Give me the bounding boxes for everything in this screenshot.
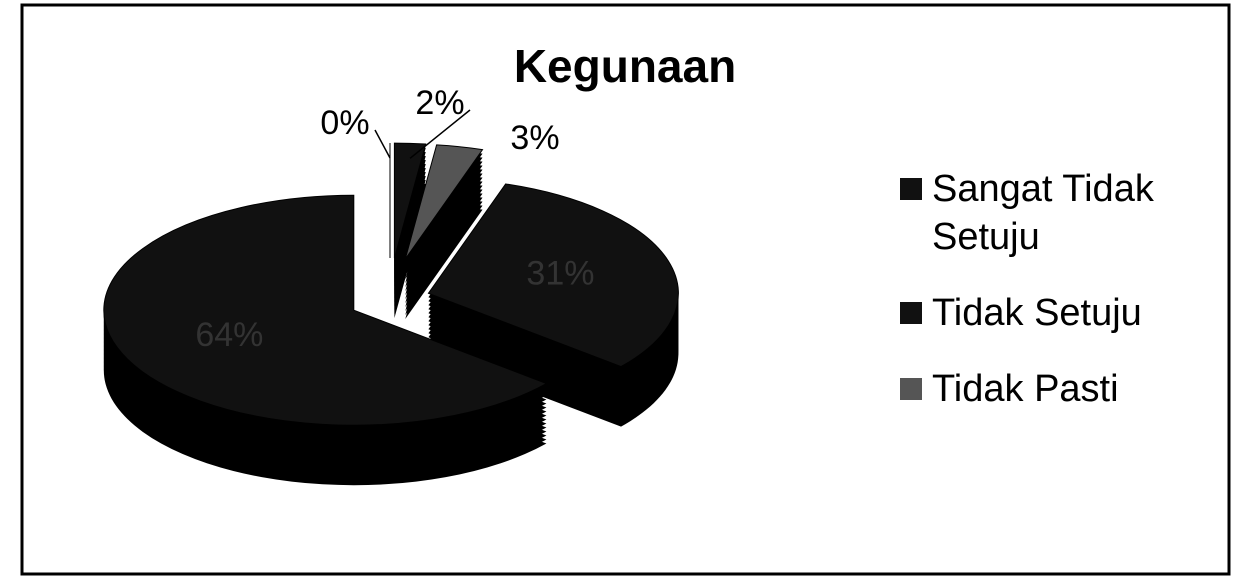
data-label: 64% — [195, 316, 263, 354]
leader-line — [374, 129, 391, 159]
data-label: 0% — [320, 104, 369, 142]
slice-side — [405, 204, 483, 320]
slice-side — [405, 184, 483, 300]
slice-side — [405, 176, 483, 292]
data-label: 2% — [415, 84, 464, 122]
slice-group — [404, 144, 484, 320]
slice-side — [405, 160, 483, 276]
slice-side — [405, 156, 483, 272]
chart-border — [20, 3, 1231, 576]
slice-side — [405, 172, 483, 288]
data-label: 3% — [510, 119, 559, 157]
slice-group — [103, 194, 548, 486]
legend-label: Tidak Pasti — [932, 368, 1119, 410]
slice-side — [405, 180, 483, 296]
slice — [103, 194, 548, 426]
slice-side — [405, 164, 483, 280]
slice-group — [427, 183, 679, 427]
slice — [393, 142, 427, 259]
legend-item: Tidak Setuju — [900, 289, 1200, 337]
legend-swatch — [900, 302, 922, 324]
slice-side — [405, 192, 483, 308]
chart-title: Kegunaan — [514, 40, 736, 92]
slice-side — [405, 152, 483, 268]
slice-side — [405, 188, 483, 304]
slice — [404, 144, 484, 260]
slice-side — [405, 196, 483, 312]
legend-label: Sangat Tidak Setuju — [932, 168, 1154, 258]
legend-swatch — [900, 378, 922, 400]
legend-label: Tidak Setuju — [932, 292, 1142, 334]
legend-item: Tidak Pasti — [900, 365, 1200, 413]
leader-line — [409, 109, 471, 159]
legend-swatch — [900, 178, 922, 200]
legend: Sangat Tidak Setuju Tidak Setuju Tidak Pas… — [900, 165, 1200, 441]
slice-side — [405, 200, 483, 316]
slice — [427, 183, 679, 368]
legend-item: Sangat Tidak Setuju — [900, 165, 1200, 261]
slice-side — [405, 168, 483, 284]
data-label: 31% — [526, 255, 594, 293]
